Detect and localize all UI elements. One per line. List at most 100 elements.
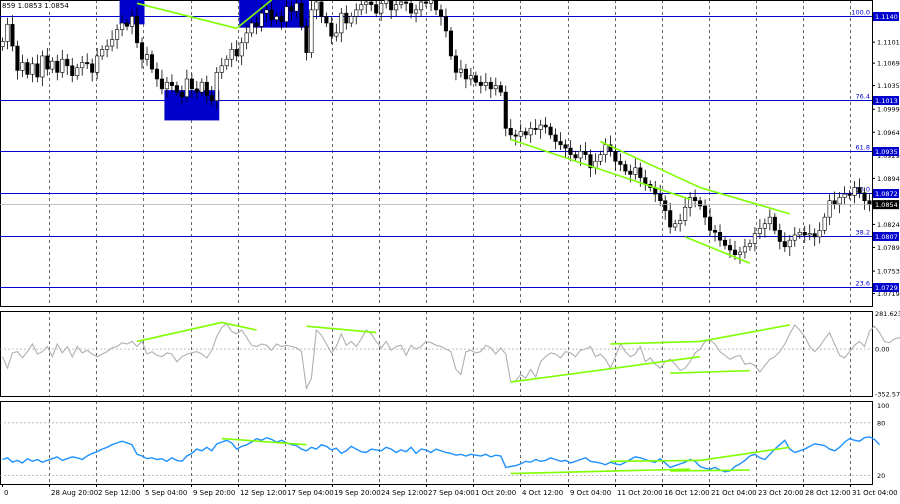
candle-body — [584, 151, 587, 154]
candle-body — [574, 155, 577, 158]
x-axis-label: 1 Oct 20:00 — [475, 489, 516, 497]
price-y-tick-label: 1.0894 — [877, 175, 900, 183]
fibo-price-tag-label: 1.1013 — [875, 97, 898, 105]
rsi-trend-line — [511, 469, 690, 473]
price-y-tick-label: 1.1035 — [877, 82, 900, 90]
candle-body — [379, 3, 382, 13]
fibo-price-tag-label: 1.0729 — [875, 284, 898, 292]
x-axis-label: 21 Oct 04:00 — [711, 489, 757, 497]
candle-body — [250, 23, 253, 33]
x-axis-label: 9 Sep 20:00 — [193, 489, 235, 497]
candle-body — [310, 10, 313, 53]
x-axis-label: 31 Oct 04:00 — [852, 489, 898, 497]
candle-body — [345, 13, 348, 23]
candle-body — [524, 132, 527, 135]
candle-body — [758, 228, 761, 233]
candle-body — [619, 161, 622, 164]
cci-series-line — [3, 324, 900, 389]
candle-body — [1, 41, 4, 46]
candle-body — [459, 69, 462, 72]
candle-body — [90, 64, 93, 73]
x-axis-label: 12 Sep 12:00 — [240, 489, 287, 497]
price-y-tick-label: 1.0999 — [877, 106, 900, 114]
candle-body — [295, 3, 298, 11]
price-y-tick-label: 1.1069 — [877, 60, 900, 68]
x-axis-label: 23 Oct 20:00 — [758, 489, 804, 497]
candle-body — [384, 0, 387, 3]
candle-body — [175, 86, 178, 93]
candle-body — [235, 49, 238, 56]
x-axis-label: 28 Aug 20:00 — [51, 489, 98, 497]
candle-body — [155, 69, 158, 79]
candle-body — [549, 127, 552, 135]
candle-body — [529, 128, 532, 135]
candle-body — [469, 76, 472, 79]
candle-body — [130, 16, 133, 26]
price-y-tick-label: 1.0824 — [877, 221, 900, 229]
candle-body — [604, 145, 607, 155]
candle-body — [444, 16, 447, 30]
candle-body — [95, 56, 98, 72]
candle-body — [718, 232, 721, 240]
candle-body — [245, 33, 248, 43]
current-price-tag-label: 1.0854 — [875, 201, 898, 209]
price-y-tick-label: 1.0964 — [877, 129, 900, 137]
candle-body — [783, 242, 786, 247]
candle-body — [788, 240, 791, 247]
candle-body — [75, 68, 78, 76]
candle-body — [225, 59, 228, 66]
candle-body — [46, 56, 49, 69]
candle-body — [843, 194, 846, 197]
candle-body — [534, 128, 537, 129]
candle-body — [454, 56, 457, 72]
fibo-price-tag-label: 1.0935 — [875, 148, 898, 156]
candle-body — [56, 61, 59, 72]
cci-trend-line — [700, 325, 790, 341]
candle-body — [240, 43, 243, 56]
cci-trend-line — [222, 322, 257, 330]
x-axis-label: 4 Oct 12:00 — [522, 489, 563, 497]
candle-body — [6, 24, 9, 41]
candle-body — [429, 0, 432, 3]
price-y-tick-label: 1.0753 — [877, 268, 900, 276]
x-axis-label: 0 — [4, 489, 8, 497]
candle-body — [564, 145, 567, 148]
candle-body — [818, 230, 821, 237]
candle-body — [748, 243, 751, 246]
fibo-level-label: 38.2 — [856, 229, 870, 237]
candle-body — [215, 72, 218, 100]
candle-body — [399, 2, 402, 5]
x-axis-label: 9 Oct 04:00 — [570, 489, 611, 497]
candle-body — [823, 217, 826, 230]
cci-y-tick-label: 281.6237 — [875, 310, 900, 318]
candle-body — [210, 95, 213, 100]
candle-body — [255, 23, 258, 26]
candle-body — [624, 165, 627, 172]
candle-body — [180, 92, 183, 97]
x-axis-label: 28 Oct 12:00 — [805, 489, 851, 497]
candle-body — [424, 2, 427, 3]
candle-body — [71, 66, 74, 76]
candle-body — [868, 201, 871, 205]
symbol-header: 859 1.0853 1.0854 — [2, 2, 69, 11]
candle-body — [185, 79, 188, 97]
price-y-tick-label: 1.0789 — [877, 244, 900, 252]
candle-body — [190, 79, 193, 89]
candle-body — [200, 82, 203, 92]
candle-body — [31, 64, 34, 75]
candle-body — [105, 46, 108, 49]
x-axis-label: 19 Sep 20:00 — [334, 489, 381, 497]
candle-body — [66, 59, 69, 66]
x-axis-label: 17 Sep 04:00 — [287, 489, 334, 497]
candle-body — [614, 151, 617, 161]
candle-body — [639, 168, 642, 178]
candle-body — [678, 220, 681, 223]
candle-body — [798, 232, 801, 235]
price-trend-line — [700, 188, 790, 214]
candle-body — [335, 33, 338, 36]
candle-body — [579, 151, 582, 158]
x-axis-label: 16 Oct 12:00 — [664, 489, 710, 497]
candle-body — [808, 234, 811, 235]
